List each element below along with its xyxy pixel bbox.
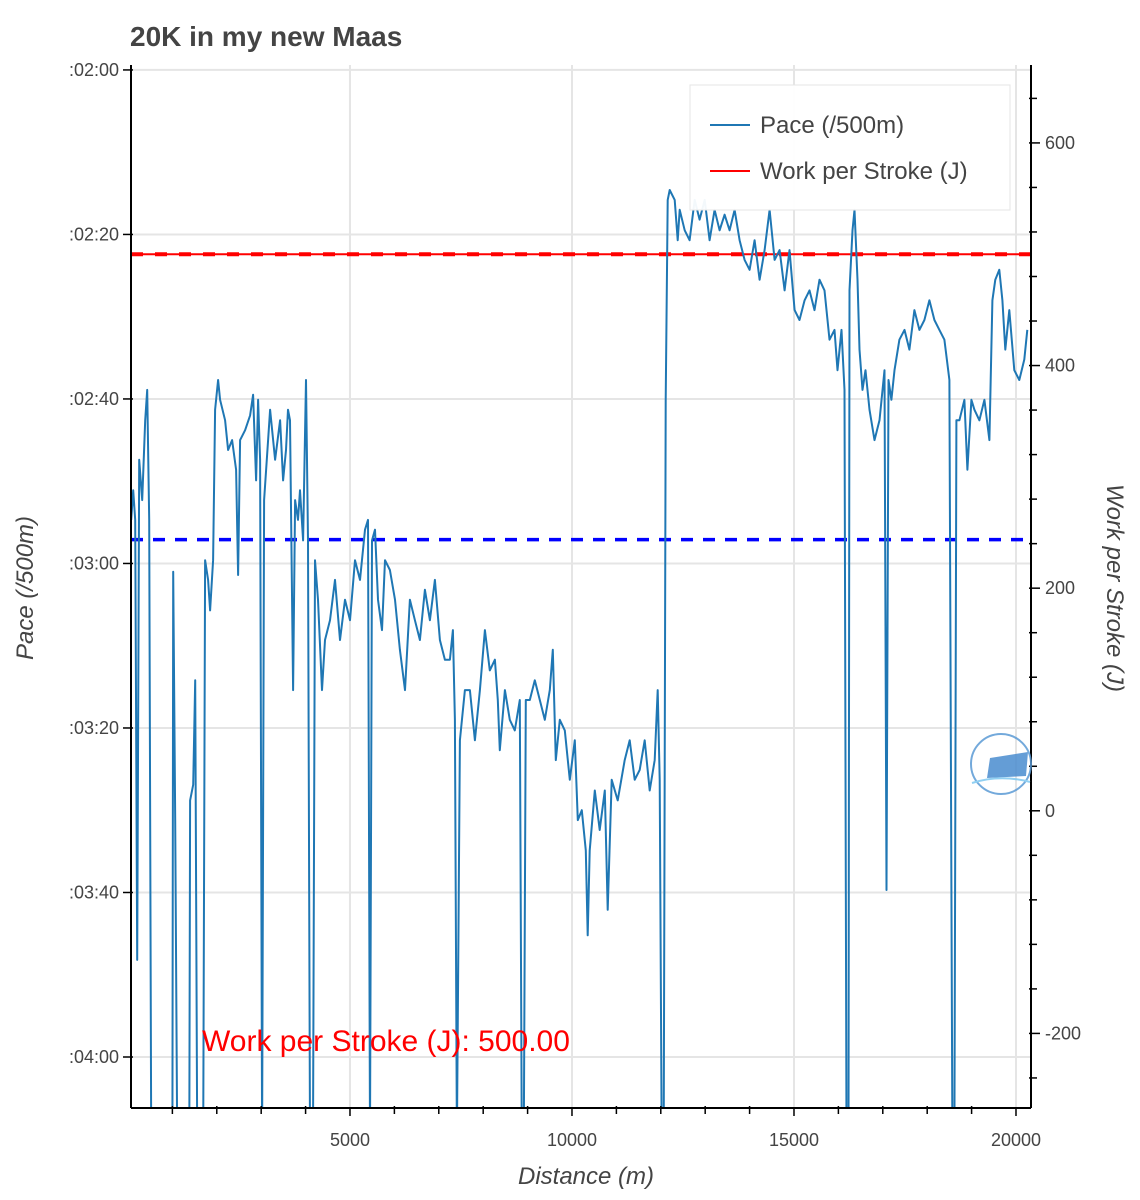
y2-tick-label: 600 [1045,133,1075,153]
reference-lines [131,252,1031,542]
axes: 5000 10000 15000 20000 :02:00 :02:20 :02:40 :03… [69,60,1081,1150]
y-tick-label: :03:20 [69,718,119,738]
legend-label-work: Work per Stroke (J) [760,158,968,185]
legend: Pace (/500m) Work per Stroke (J) [689,84,1011,211]
y2-axis-title: Work per Stroke (J) [1101,484,1128,692]
y-axis-title: Pace (/500m) [12,516,39,660]
series-group [131,189,1029,1108]
y-tick-label: :03:40 [69,882,119,902]
y2-tick-label: -200 [1045,1023,1081,1043]
pace-series-line [131,189,1029,1108]
y2-tick-label: 200 [1045,578,1075,598]
bokeh-logo-icon [970,733,1032,795]
y2-tick-label: 400 [1045,356,1075,376]
x-tick-label: 5000 [330,1130,370,1150]
y-tick-label: :04:00 [69,1047,119,1067]
x-tick-label: 20000 [991,1130,1041,1150]
x-tick-label: 15000 [769,1130,819,1150]
y-tick-label: :03:00 [69,553,119,573]
x-axis-title: Distance (m) [518,1163,654,1190]
y-tick-label: :02:20 [69,224,119,244]
work-per-stroke-annotation: Work per Stroke (J): 500.00 [202,1025,570,1058]
legend-label-pace: Pace (/500m) [760,112,904,139]
y-tick-label: :02:40 [69,389,119,409]
y-tick-label: :02:00 [69,60,119,80]
chart-title: 20K in my new Maas [130,21,402,52]
y2-tick-label: 0 [1045,801,1055,821]
legend-box [689,84,1011,211]
x-tick-label: 10000 [547,1130,597,1150]
grid [131,65,1031,1108]
